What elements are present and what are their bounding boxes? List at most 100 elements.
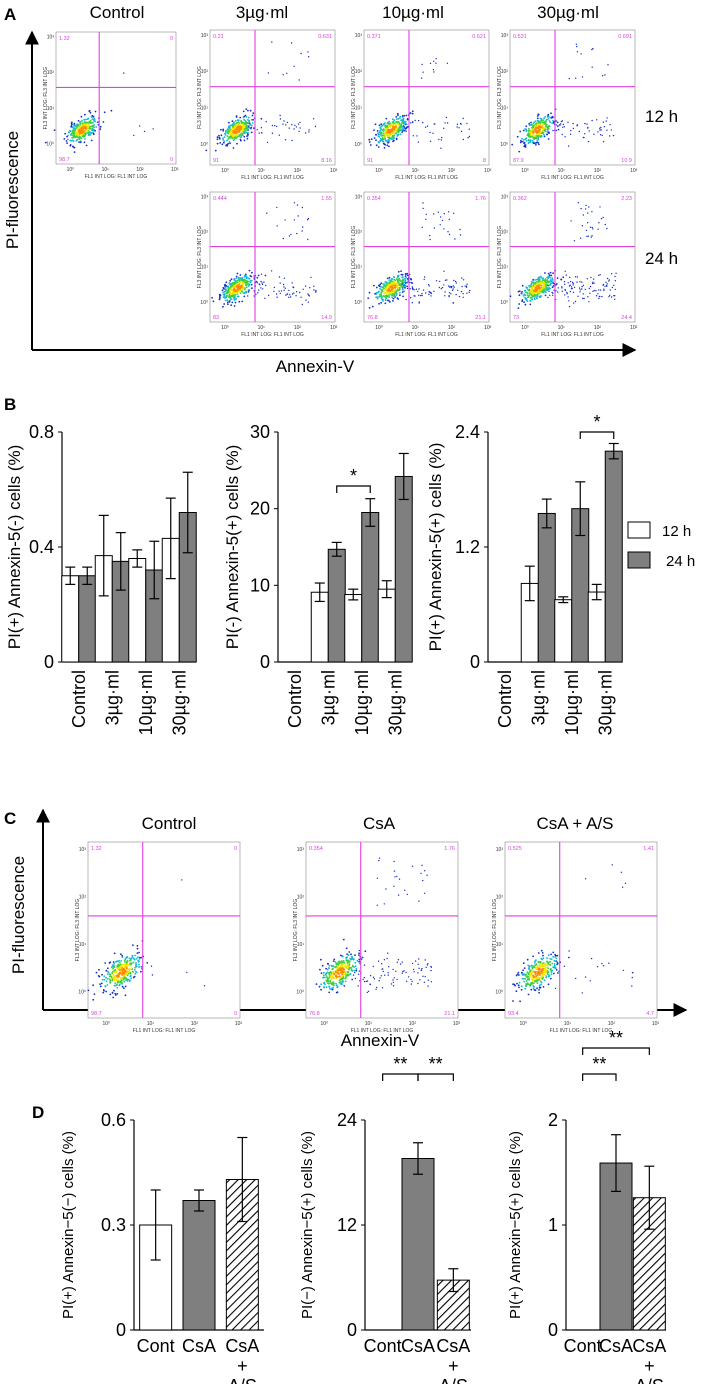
event-dot bbox=[598, 289, 599, 290]
event-dot bbox=[228, 122, 230, 124]
event-dot bbox=[362, 957, 364, 959]
event-dot bbox=[243, 292, 245, 294]
event-dot bbox=[394, 977, 395, 978]
quad-ll: 73 bbox=[513, 315, 519, 321]
y-tick-label: 20 bbox=[250, 499, 270, 519]
event-dot bbox=[610, 289, 611, 290]
bar bbox=[79, 576, 96, 662]
event-dot bbox=[535, 288, 537, 290]
event-dot bbox=[64, 133, 66, 135]
event-dot bbox=[93, 116, 95, 118]
event-dot bbox=[68, 132, 70, 134]
event-dot bbox=[335, 972, 337, 974]
event-dot bbox=[426, 214, 427, 215]
event-dot bbox=[583, 137, 584, 138]
event-dot bbox=[576, 46, 577, 47]
event-dot bbox=[86, 145, 88, 147]
event-dot bbox=[78, 125, 80, 127]
event-dot bbox=[543, 134, 545, 136]
event-dot bbox=[398, 271, 400, 273]
event-dot bbox=[565, 271, 566, 272]
event-dot bbox=[555, 988, 556, 989]
event-dot bbox=[228, 127, 230, 129]
event-dot bbox=[302, 207, 303, 208]
y-axis-title: PI(+) Annexin−5(+) cells (%) bbox=[507, 1131, 524, 1319]
event-dot bbox=[370, 144, 372, 146]
event-dot bbox=[374, 137, 376, 139]
event-dot bbox=[103, 121, 105, 123]
event-dot bbox=[589, 130, 590, 131]
event-dot bbox=[88, 123, 90, 125]
event-dot bbox=[383, 141, 385, 143]
event-dot bbox=[358, 959, 360, 961]
event-dot bbox=[246, 287, 248, 289]
event-dot bbox=[117, 982, 119, 984]
event-dot bbox=[333, 960, 335, 962]
event-dot bbox=[289, 294, 290, 295]
event-dot bbox=[438, 139, 439, 140]
event-dot bbox=[328, 973, 330, 975]
event-dot bbox=[120, 980, 122, 982]
y-tick-label: 0.3 bbox=[101, 1215, 126, 1235]
event-dot bbox=[535, 977, 537, 979]
event-dot bbox=[236, 276, 238, 278]
event-dot bbox=[405, 299, 406, 300]
event-dot bbox=[450, 293, 451, 294]
event-dot bbox=[351, 970, 353, 972]
event-dot bbox=[333, 971, 335, 973]
event-dot bbox=[247, 119, 249, 121]
y-tick-label: 10⁰ bbox=[78, 989, 86, 995]
event-dot bbox=[537, 113, 539, 115]
event-dot bbox=[532, 968, 534, 970]
event-dot bbox=[405, 121, 407, 123]
event-dot bbox=[107, 984, 109, 986]
event-dot bbox=[374, 978, 375, 979]
event-dot bbox=[378, 136, 380, 138]
event-dot bbox=[237, 280, 239, 282]
significance-mark: ** bbox=[609, 1028, 623, 1048]
event-dot bbox=[119, 962, 121, 964]
event-dot bbox=[322, 965, 324, 967]
event-dot bbox=[379, 288, 381, 290]
event-dot bbox=[391, 284, 393, 286]
event-dot bbox=[376, 287, 378, 289]
flow-plot-ctrl: 1.32 098.7 010⁰10⁰10¹10¹10²10²10³10³FL1 IN… bbox=[43, 32, 179, 180]
event-dot bbox=[547, 281, 549, 283]
event-dot bbox=[236, 131, 238, 133]
event-dot bbox=[607, 64, 608, 65]
event-dot bbox=[72, 132, 74, 134]
event-dot bbox=[567, 122, 568, 123]
event-dot bbox=[537, 118, 539, 120]
event-dot bbox=[224, 285, 226, 287]
event-dot bbox=[315, 126, 316, 127]
event-dot bbox=[592, 48, 593, 49]
event-dot bbox=[397, 276, 399, 278]
event-dot bbox=[533, 126, 535, 128]
x-tick-label: 10² bbox=[136, 167, 144, 173]
event-dot bbox=[542, 978, 544, 980]
event-dot bbox=[118, 967, 120, 969]
event-dot bbox=[350, 953, 352, 955]
event-dot bbox=[105, 991, 107, 993]
y-axis-title: PI(+) Annexin−5(−) cells (%) bbox=[60, 1131, 77, 1319]
event-dot bbox=[384, 133, 386, 135]
event-dot bbox=[137, 956, 139, 958]
plot-frame bbox=[510, 192, 635, 322]
event-dot bbox=[393, 131, 395, 133]
event-dot bbox=[263, 281, 264, 282]
event-dot bbox=[593, 134, 594, 135]
event-dot bbox=[375, 123, 377, 125]
event-dot bbox=[550, 112, 552, 114]
event-dot bbox=[429, 132, 430, 133]
event-dot bbox=[228, 282, 230, 284]
event-dot bbox=[370, 984, 371, 985]
event-dot bbox=[358, 952, 360, 954]
event-dot bbox=[388, 974, 389, 975]
event-dot bbox=[533, 122, 535, 124]
event-dot bbox=[589, 288, 590, 289]
event-dot bbox=[532, 129, 534, 131]
event-dot bbox=[236, 143, 238, 145]
event-dot bbox=[562, 276, 564, 278]
event-dot bbox=[383, 971, 384, 972]
event-dot bbox=[545, 977, 547, 979]
